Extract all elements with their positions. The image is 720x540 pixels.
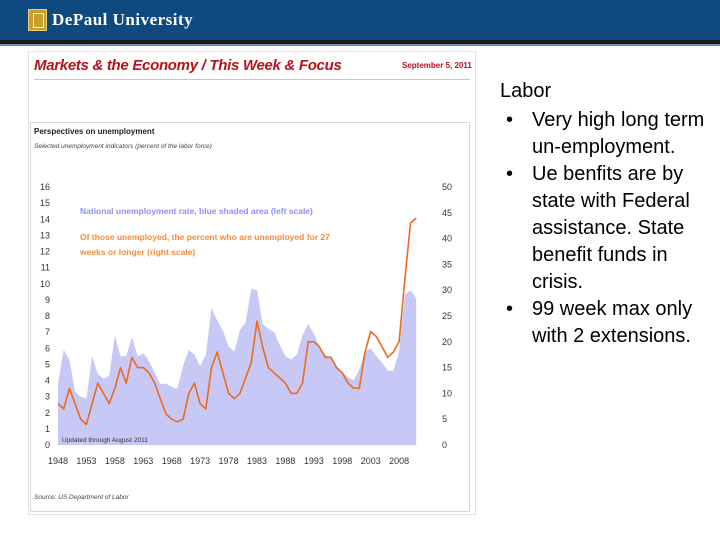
y-left-tick-label: 16 bbox=[40, 182, 50, 192]
labor-bullet: Very high long term un-employment. bbox=[500, 107, 715, 161]
y-right-tick-label: 45 bbox=[442, 208, 452, 218]
x-tick-label: 1968 bbox=[162, 456, 182, 466]
y-right-tick-label: 5 bbox=[442, 414, 447, 424]
x-tick-label: 2003 bbox=[361, 456, 381, 466]
y-left-tick-label: 8 bbox=[45, 311, 50, 321]
slide-date: September 5, 2011 bbox=[402, 61, 472, 70]
legend-unemployment-rate: National unemployment rate, blue shaded … bbox=[80, 206, 313, 216]
x-tick-label: 1998 bbox=[332, 456, 352, 466]
chart-update-note: Updated through August 2011 bbox=[62, 437, 148, 444]
y-left-tick-label: 5 bbox=[45, 359, 50, 369]
y-left-tick-label: 13 bbox=[40, 230, 50, 240]
x-tick-label: 1963 bbox=[133, 456, 153, 466]
y-left-tick-label: 7 bbox=[45, 327, 50, 337]
x-tick-label: 1988 bbox=[275, 456, 295, 466]
labor-bullet-list: Very high long term un-employment. Ue be… bbox=[500, 107, 715, 350]
y-right-tick-label: 30 bbox=[442, 285, 452, 295]
y-left-tick-label: 11 bbox=[41, 263, 50, 273]
y-left-tick-label: 12 bbox=[40, 247, 50, 257]
y-left-tick-label: 2 bbox=[45, 408, 50, 418]
y-left-tick-label: 1 bbox=[45, 424, 50, 434]
x-tick-label: 1958 bbox=[105, 456, 125, 466]
x-tick-label: 1973 bbox=[190, 456, 210, 466]
labor-bullet: 99 week max only with 2 extensions. bbox=[500, 296, 715, 350]
header-divider bbox=[0, 40, 720, 44]
y-right-tick-label: 15 bbox=[442, 363, 452, 373]
y-right-tick-label: 25 bbox=[442, 311, 452, 321]
x-tick-label: 1983 bbox=[247, 456, 267, 466]
y-left-tick-label: 9 bbox=[45, 295, 50, 305]
y-left-tick-label: 3 bbox=[45, 392, 50, 402]
y-left-tick-label: 0 bbox=[45, 440, 50, 450]
x-tick-label: 1993 bbox=[304, 456, 324, 466]
header-divider-accent bbox=[0, 44, 720, 46]
y-right-tick-label: 10 bbox=[442, 388, 452, 398]
y-left-tick-label: 15 bbox=[40, 198, 50, 208]
labor-heading: Labor bbox=[500, 80, 552, 102]
slide-title-divider bbox=[34, 79, 470, 80]
university-logo-text: DePaul University bbox=[52, 10, 194, 29]
y-left-tick-label: 10 bbox=[40, 279, 50, 289]
long-term-unemployed-line bbox=[57, 217, 417, 426]
y-right-tick-label: 35 bbox=[442, 259, 452, 269]
legend-long-term-line-2: weeks or longer (right scale) bbox=[79, 247, 195, 257]
y-right-tick-label: 20 bbox=[442, 337, 452, 347]
chart-source: Source: US Department of Labor bbox=[34, 494, 129, 501]
x-tick-label: 1953 bbox=[76, 456, 96, 466]
header-bar: DePaul University bbox=[0, 0, 720, 40]
x-tick-label: 2008 bbox=[389, 456, 409, 466]
labor-bullet: Ue benfits are by state with Federal ass… bbox=[500, 161, 715, 296]
labor-notes: Labor Very high long term un-employment.… bbox=[500, 78, 715, 350]
slide-title: Markets & the Economy / This Week & Focu… bbox=[34, 57, 342, 74]
y-right-tick-label: 50 bbox=[442, 182, 452, 192]
university-crest-icon bbox=[28, 9, 47, 31]
y-left-tick-label: 6 bbox=[45, 343, 50, 353]
x-tick-label: 1948 bbox=[48, 456, 68, 466]
chart-subtitle: Selected unemployment indicators (percen… bbox=[34, 143, 212, 150]
y-right-tick-label: 40 bbox=[442, 234, 452, 244]
legend-long-term-line-1: Of those unemployed, the percent who are… bbox=[80, 232, 330, 242]
y-left-tick-label: 14 bbox=[40, 214, 50, 224]
y-right-tick-label: 0 bbox=[442, 440, 447, 450]
y-left-tick-label: 4 bbox=[45, 376, 50, 386]
chart-title: Perspectives on unemployment bbox=[34, 127, 155, 136]
unemployment-rate-area bbox=[58, 288, 417, 445]
x-tick-label: 1978 bbox=[219, 456, 239, 466]
